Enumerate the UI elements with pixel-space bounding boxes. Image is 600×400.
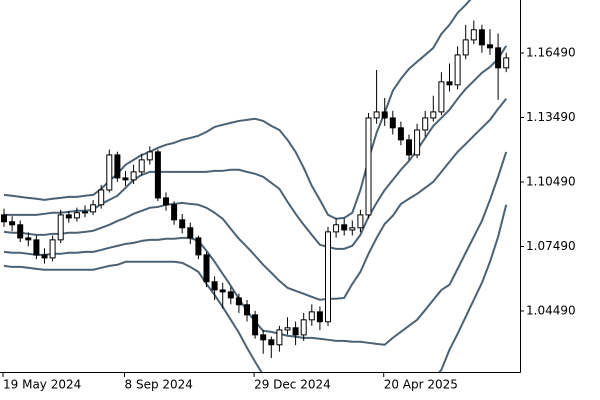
x-tick-label: 20 Apr 2025	[384, 378, 458, 392]
candle-body	[373, 111, 380, 119]
candle-body	[268, 339, 275, 346]
candle-body	[349, 227, 356, 231]
candle-body	[17, 224, 24, 239]
candle-body	[341, 224, 348, 231]
band-line	[3, 0, 472, 220]
band-line	[4, 45, 508, 250]
candle-body	[389, 117, 396, 129]
candle-body	[308, 311, 315, 321]
candle-body	[438, 81, 445, 113]
candle-body	[454, 54, 461, 86]
candle-body	[154, 151, 161, 199]
candle-body	[276, 329, 283, 346]
candle-body	[284, 327, 291, 331]
candle-body	[179, 219, 186, 229]
bands	[3, 0, 508, 372]
candle-body	[146, 151, 153, 161]
candle-body	[211, 281, 218, 291]
x-tick-label: 29 Dec 2024	[254, 378, 331, 392]
band-line	[3, 98, 507, 301]
candle-body	[187, 227, 194, 239]
candle-body	[381, 111, 388, 119]
candle-body	[90, 204, 97, 213]
candle-body	[430, 111, 437, 119]
candle-body	[1, 214, 7, 223]
y-tick-label: 1.10490	[526, 175, 576, 189]
y-tick-label: 1.13490	[526, 110, 576, 124]
candle-body	[292, 327, 299, 336]
candle-body	[325, 231, 331, 323]
candle-body	[406, 139, 412, 156]
candle-body	[495, 47, 502, 69]
candle-body	[41, 254, 48, 259]
candle-body	[478, 29, 485, 46]
candle-body	[244, 304, 250, 316]
band-line	[3, 204, 508, 372]
candles	[1, 20, 510, 359]
candle-body	[260, 334, 267, 341]
candle-body	[163, 197, 169, 206]
candle-body	[57, 214, 64, 241]
y-tick-label: 1.07490	[526, 239, 576, 253]
candle-body	[422, 117, 429, 131]
x-tick-label: 8 Sep 2024	[125, 378, 193, 392]
x-tick-label: 19 May 2024	[3, 378, 81, 392]
candle-body	[446, 81, 453, 86]
candle-body	[503, 57, 510, 69]
candle-body	[487, 44, 493, 49]
candle-body	[235, 297, 242, 306]
candle-body	[98, 189, 105, 206]
candle-body	[82, 211, 88, 214]
candle-body	[414, 129, 421, 156]
candle-body	[227, 291, 234, 299]
candle-body	[357, 214, 364, 229]
candle-body	[252, 314, 259, 336]
candle-body	[365, 117, 372, 216]
candle-body	[462, 39, 469, 56]
candle-body	[25, 237, 32, 241]
candle-body	[195, 237, 202, 256]
candle-body	[114, 154, 121, 179]
candle-body	[130, 171, 137, 181]
candle-body	[203, 254, 210, 283]
candle-body	[333, 224, 340, 233]
candle-body	[49, 239, 56, 259]
candle-body	[65, 214, 72, 219]
y-tick-label: 1.16490	[526, 45, 576, 59]
candle-body	[73, 212, 80, 219]
y-tick-label: 1.04490	[526, 304, 576, 318]
candle-body	[122, 177, 129, 181]
candle-body	[33, 239, 40, 256]
candle-body	[316, 311, 323, 323]
candle-body	[9, 221, 16, 226]
candle-body	[397, 127, 404, 141]
candle-body	[138, 159, 145, 173]
candle-body	[219, 289, 226, 293]
candle-body	[106, 154, 113, 191]
candle-body	[171, 204, 178, 221]
candle-body	[470, 29, 477, 41]
candle-body	[300, 319, 307, 336]
